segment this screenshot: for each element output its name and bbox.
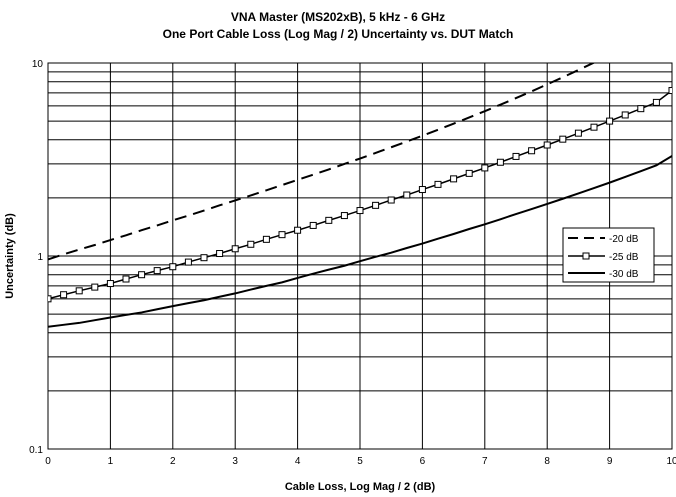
x-tick-label: 6 [420, 456, 426, 467]
x-tick-label: 4 [295, 456, 301, 467]
data-point-marker [184, 258, 192, 266]
x-axis-label: Cable Loss, Log Mag / 2 (dB) [285, 481, 436, 493]
chart-title: VNA Master (MS202xB), 5 kHz - 6 GHz [231, 10, 445, 24]
data-point-marker [309, 221, 317, 229]
data-point-marker [325, 216, 333, 224]
data-point-marker [481, 164, 489, 172]
legend-label-25db: -25 dB [609, 252, 639, 263]
data-point-marker [340, 212, 348, 220]
legend-item-25db: -25 dB [568, 252, 639, 263]
x-tick-label: 10 [666, 456, 676, 467]
data-point-marker [387, 196, 395, 204]
data-point-marker [465, 169, 473, 177]
chart-subtitle: One Port Cable Loss (Log Mag / 2) Uncert… [163, 27, 514, 41]
data-point-marker [637, 105, 645, 113]
x-tick-label: 9 [607, 456, 613, 467]
data-point-marker [621, 111, 629, 119]
legend: -20 dB -25 dB -30 dB [562, 227, 655, 283]
data-point-marker [153, 267, 161, 275]
x-tick-label: 5 [357, 456, 363, 467]
tick-labels: 0 1 2 3 4 5 6 7 8 9 10 0.1 1 10 [29, 59, 676, 467]
data-point-marker [169, 263, 177, 271]
data-point-marker [278, 231, 286, 239]
x-tick-label: 1 [108, 456, 114, 467]
x-tick-label: 0 [45, 456, 51, 467]
x-tick-label: 3 [232, 456, 238, 467]
y-axis-label: Uncertainty (dB) [4, 213, 16, 299]
data-point-marker [106, 280, 114, 288]
data-point-marker [496, 158, 504, 166]
y-tick-label: 10 [32, 59, 44, 70]
y-tick-label: 0.1 [29, 445, 43, 456]
y-tick-label: 1 [37, 252, 43, 263]
data-point-marker [372, 201, 380, 209]
data-point-marker [91, 283, 99, 291]
series-layer [48, 63, 672, 328]
plot-area [47, 62, 673, 450]
data-point-marker [138, 271, 146, 279]
legend-item-30db: -30 dB [568, 269, 639, 280]
data-point-marker [294, 226, 302, 234]
data-point-marker [231, 245, 239, 253]
x-tick-label: 2 [170, 456, 176, 467]
data-point-marker [356, 207, 364, 215]
data-point-marker [543, 141, 551, 149]
data-point-marker [75, 287, 83, 295]
data-point-marker [450, 175, 458, 183]
data-point-marker [434, 180, 442, 188]
data-point-marker [668, 87, 672, 95]
data-point-marker [590, 123, 598, 131]
data-point-marker [48, 295, 52, 303]
data-point-marker [247, 240, 255, 248]
data-point-marker [122, 275, 130, 283]
data-point-marker [528, 147, 536, 155]
legend-marker-25db [582, 252, 590, 260]
data-point-marker [559, 135, 567, 143]
legend-label-20db: -20 dB [609, 234, 639, 245]
x-tick-label: 8 [544, 456, 550, 467]
data-point-marker [574, 129, 582, 137]
series-line-1 [48, 63, 596, 261]
data-point-marker [60, 291, 68, 299]
data-point-marker [418, 186, 426, 194]
data-point-marker [652, 98, 660, 106]
data-point-marker [262, 235, 270, 243]
legend-item-20db: -20 dB [568, 234, 639, 245]
data-point-marker [512, 152, 520, 160]
x-tick-label: 7 [482, 456, 488, 467]
data-point-marker [216, 250, 224, 258]
data-point-marker [200, 254, 208, 262]
legend-label-30db: -30 dB [609, 269, 639, 280]
data-point-marker [606, 117, 614, 125]
series-line-3 [48, 155, 672, 328]
data-point-marker [403, 191, 411, 199]
